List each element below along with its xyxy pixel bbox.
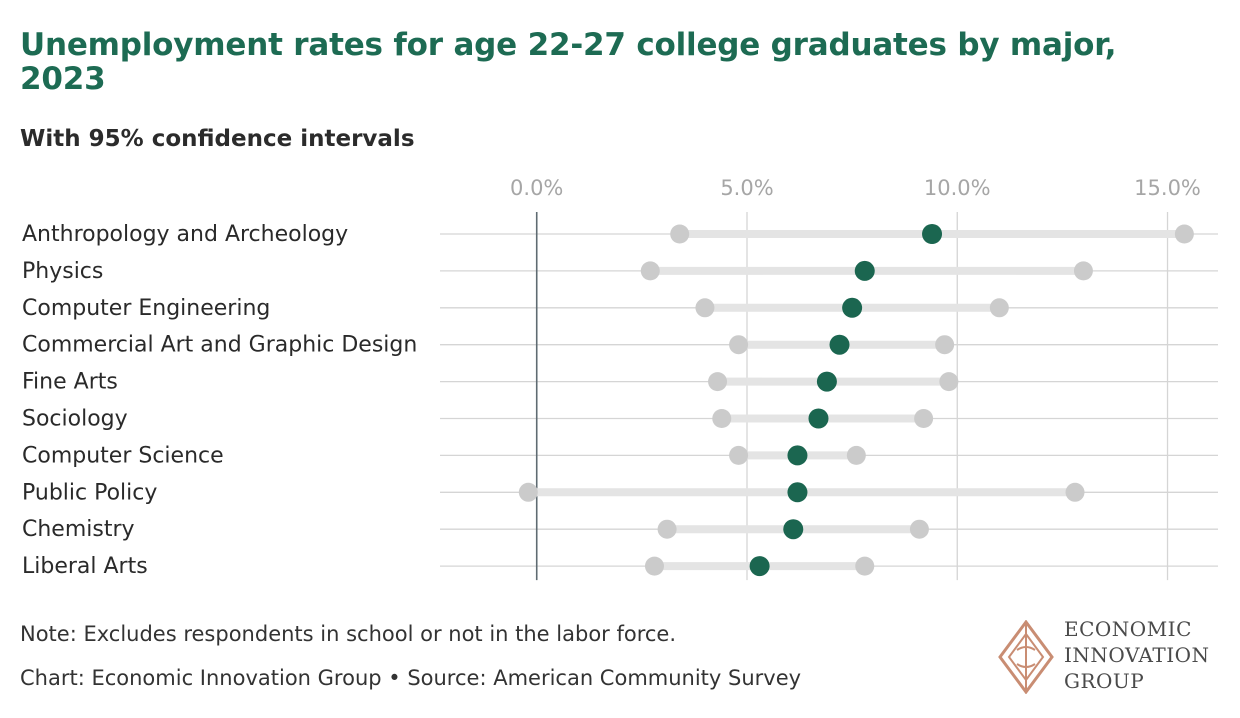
rate-point	[783, 519, 804, 540]
logo-text-line-3: GROUP	[1064, 669, 1145, 693]
ci-upper-point	[989, 298, 1009, 318]
rate-point	[787, 482, 808, 503]
dot-range-chart: 0.0% 5.0% 10.0% 15.0% Anthropology and Arche…	[22, 176, 1218, 581]
ci-lower-point	[657, 519, 677, 539]
ci-lower-point	[695, 298, 715, 318]
rate-point	[829, 334, 850, 355]
x-tick-label: 15.0%	[1134, 176, 1201, 200]
ci-lower-point	[729, 335, 749, 355]
rate-point	[816, 371, 837, 392]
rate-point	[922, 224, 943, 244]
logo-text-line-2: INNOVATION	[1064, 643, 1210, 667]
chart-subtitle: With 95% confidence intervals	[20, 126, 415, 152]
ci-upper-point	[935, 335, 955, 355]
rate-point	[787, 445, 808, 466]
rate-point	[808, 408, 829, 429]
category-label: Computer Engineering	[22, 296, 270, 321]
ci-lower-point	[670, 224, 690, 244]
category-label: Computer Science	[22, 443, 224, 468]
eig-logo: ECONOMIC INNOVATION GROUP	[998, 616, 1228, 698]
logo-text-line-1: ECONOMIC	[1064, 617, 1192, 641]
category-label: Liberal Arts	[22, 554, 148, 579]
rate-point	[854, 260, 875, 281]
ci-lower-point	[644, 556, 664, 576]
ci-upper-point	[909, 519, 929, 539]
ci-lower-point	[729, 445, 749, 465]
ci-upper-point	[1174, 224, 1194, 244]
x-tick-label: 0.0%	[510, 176, 563, 200]
category-label: Anthropology and Archeology	[22, 222, 348, 247]
ci-upper-point	[939, 372, 959, 392]
ci-upper-point	[1073, 261, 1093, 281]
category-label: Sociology	[22, 407, 128, 432]
category-label: Chemistry	[22, 517, 135, 542]
rate-point	[842, 297, 863, 318]
ci-upper-point	[846, 445, 866, 465]
ci-upper-point	[914, 409, 934, 428]
ci-lower-point	[708, 372, 728, 392]
chart-note: Note: Excludes respondents in school or …	[20, 622, 677, 646]
ci-upper-point	[1065, 482, 1085, 502]
category-label: Physics	[22, 259, 103, 284]
category-label: Fine Arts	[22, 370, 118, 395]
ci-upper-point	[855, 556, 875, 576]
category-label: Public Policy	[22, 480, 157, 505]
ci-lower-point	[518, 482, 538, 502]
ci-lower-point	[640, 261, 660, 281]
chart-credit: Chart: Economic Innovation Group • Sourc…	[20, 666, 802, 690]
rate-point	[749, 556, 770, 577]
diamond-logo-icon	[998, 620, 1054, 694]
x-tick-label: 10.0%	[924, 176, 991, 200]
chart-title: Unemployment rates for age 22-27 college…	[20, 27, 1117, 97]
ci-lower-point	[712, 409, 732, 428]
x-tick-label: 5.0%	[720, 176, 773, 200]
category-label: Commercial Art and Graphic Design	[22, 333, 417, 358]
